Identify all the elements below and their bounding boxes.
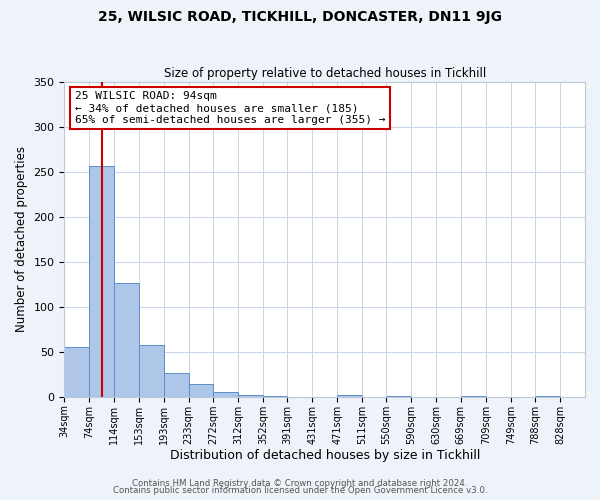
Title: Size of property relative to detached houses in Tickhill: Size of property relative to detached ho…	[164, 66, 486, 80]
Text: Contains HM Land Registry data © Crown copyright and database right 2024.: Contains HM Land Registry data © Crown c…	[132, 478, 468, 488]
Text: 25 WILSIC ROAD: 94sqm
← 34% of detached houses are smaller (185)
65% of semi-det: 25 WILSIC ROAD: 94sqm ← 34% of detached …	[75, 92, 385, 124]
Bar	[89, 166, 115, 397]
Bar	[238, 395, 263, 397]
Bar	[139, 344, 164, 397]
Bar	[386, 396, 412, 397]
Text: Contains public sector information licensed under the Open Government Licence v3: Contains public sector information licen…	[113, 486, 487, 495]
Y-axis label: Number of detached properties: Number of detached properties	[15, 146, 28, 332]
Bar	[64, 348, 89, 397]
Bar	[164, 372, 188, 397]
Bar	[188, 384, 213, 397]
Bar	[535, 396, 560, 397]
Bar	[337, 395, 362, 397]
X-axis label: Distribution of detached houses by size in Tickhill: Distribution of detached houses by size …	[170, 450, 480, 462]
Text: 25, WILSIC ROAD, TICKHILL, DONCASTER, DN11 9JG: 25, WILSIC ROAD, TICKHILL, DONCASTER, DN…	[98, 10, 502, 24]
Bar	[213, 392, 238, 397]
Bar	[461, 396, 486, 397]
Bar	[263, 396, 287, 397]
Bar	[115, 284, 139, 397]
